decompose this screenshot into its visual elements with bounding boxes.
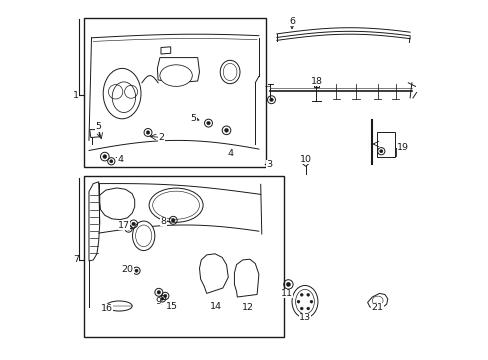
Text: 6: 6	[288, 17, 294, 26]
Text: 19: 19	[396, 143, 408, 152]
Ellipse shape	[160, 65, 192, 86]
Ellipse shape	[223, 63, 237, 81]
Text: 20: 20	[121, 265, 133, 274]
Circle shape	[109, 160, 113, 163]
Circle shape	[224, 129, 228, 132]
Ellipse shape	[220, 60, 240, 84]
Text: 9: 9	[155, 297, 161, 306]
Circle shape	[127, 227, 130, 230]
Text: 18: 18	[310, 77, 322, 86]
Text: 12: 12	[242, 303, 254, 312]
Text: 7: 7	[73, 256, 79, 264]
Circle shape	[135, 269, 138, 273]
Polygon shape	[161, 47, 170, 54]
Text: 17: 17	[118, 220, 130, 230]
Text: 3: 3	[265, 160, 271, 169]
Text: 8: 8	[160, 217, 166, 226]
Circle shape	[146, 131, 149, 134]
Text: 5: 5	[95, 122, 101, 131]
Text: 16: 16	[101, 305, 113, 313]
Text: 5: 5	[190, 114, 196, 122]
Circle shape	[306, 307, 309, 310]
Ellipse shape	[295, 289, 314, 314]
Ellipse shape	[112, 82, 135, 113]
Polygon shape	[89, 130, 100, 138]
Ellipse shape	[103, 68, 141, 119]
Polygon shape	[89, 182, 100, 261]
Text: 4: 4	[226, 149, 233, 158]
Polygon shape	[157, 58, 199, 83]
Circle shape	[171, 219, 175, 222]
Circle shape	[300, 307, 303, 310]
Circle shape	[161, 297, 163, 300]
Bar	[376, 132, 394, 157]
Circle shape	[296, 300, 299, 303]
Circle shape	[206, 121, 210, 125]
Ellipse shape	[371, 296, 382, 305]
Polygon shape	[313, 82, 319, 87]
Ellipse shape	[152, 191, 199, 219]
Circle shape	[309, 300, 312, 303]
Text: 1: 1	[73, 91, 79, 100]
Circle shape	[132, 222, 135, 226]
Bar	[84, 176, 284, 337]
Circle shape	[269, 98, 273, 102]
Text: 15: 15	[165, 302, 178, 311]
Circle shape	[157, 291, 160, 294]
Text: 4: 4	[117, 155, 123, 163]
Text: 13: 13	[298, 313, 310, 322]
Polygon shape	[234, 259, 258, 297]
Ellipse shape	[135, 225, 151, 247]
Text: 10: 10	[299, 155, 311, 163]
Text: 21: 21	[371, 303, 383, 312]
Circle shape	[306, 293, 309, 296]
Text: 14: 14	[209, 302, 221, 311]
Polygon shape	[367, 293, 387, 309]
Polygon shape	[199, 254, 228, 293]
Ellipse shape	[106, 301, 132, 311]
Circle shape	[300, 293, 303, 296]
Ellipse shape	[291, 285, 317, 318]
Circle shape	[102, 155, 106, 158]
Ellipse shape	[132, 221, 155, 251]
Circle shape	[379, 150, 382, 153]
Circle shape	[163, 294, 166, 297]
Ellipse shape	[149, 188, 203, 222]
Bar	[84, 18, 265, 167]
Circle shape	[286, 282, 290, 287]
Text: 11: 11	[281, 289, 292, 298]
Text: 2: 2	[159, 133, 164, 142]
Polygon shape	[100, 188, 134, 220]
Polygon shape	[301, 158, 309, 166]
